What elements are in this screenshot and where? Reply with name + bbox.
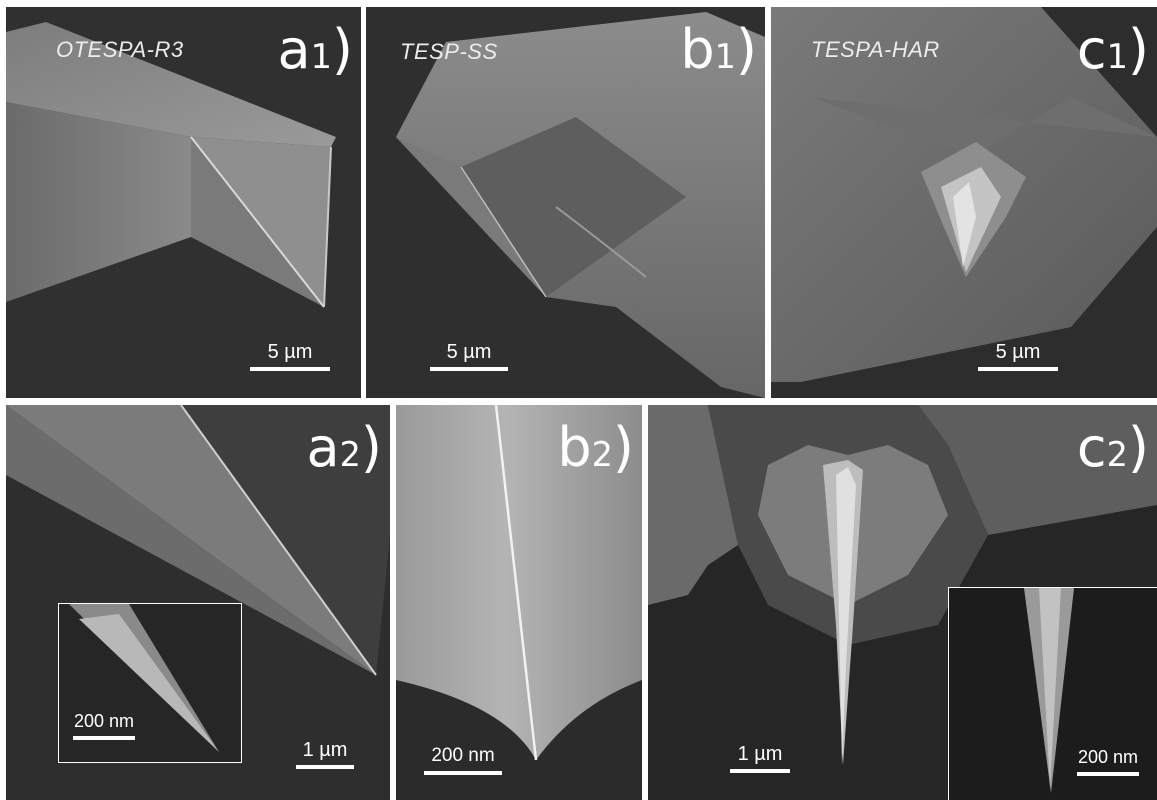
sem-image-b1: [366, 7, 765, 398]
panel-label-letter-c2: c: [1076, 416, 1107, 479]
tip-name-b1: TESP-SS: [400, 39, 498, 64]
panel-label-sub-b2: 2: [591, 435, 613, 474]
panel-label-sub-a1: 1: [310, 37, 332, 76]
panel-label-letter-a1: a: [277, 18, 311, 81]
panel-a1: OTESPA-R3 a1) 5 µm: [6, 7, 361, 398]
panel-label-b1: b1): [680, 18, 757, 81]
panel-b2: b2) 200 nm: [396, 405, 642, 800]
panel-label-c2: c2): [1076, 416, 1149, 479]
panel-label-letter-c1: c: [1076, 18, 1107, 81]
panel-label-b2: b2): [557, 416, 634, 479]
inset-c2: 200 nm: [948, 587, 1157, 800]
inset-a2: 200 nm: [58, 603, 242, 763]
scale-bar-a1: 5 µm: [250, 341, 330, 371]
scale-bar-label-a2: 1 µm: [302, 739, 348, 761]
inset-scale-bar-a2: 200 nm: [73, 710, 135, 740]
panel-label-sub-b1: 1: [714, 37, 736, 76]
scale-bar-line-b1: [430, 367, 508, 371]
scale-bar-b2: 200 nm: [424, 745, 502, 775]
scale-bar-label-b1: 5 µm: [446, 341, 492, 363]
inset-scale-bar-line-a2: [73, 736, 135, 740]
panel-c2: c2) 200 nm 1 µm: [648, 405, 1157, 800]
sem-image-c1: [771, 7, 1157, 398]
inset-scale-bar-line-c2: [1077, 772, 1139, 776]
panel-label-letter-b1: b: [680, 18, 715, 81]
inset-scale-bar-label-a2: 200 nm: [73, 711, 135, 731]
panel-label-sub-c2: 2: [1106, 435, 1128, 474]
panel-label-letter-b2: b: [557, 416, 592, 479]
scale-bar-line-c2: [730, 769, 790, 773]
tip-name-c1: TESPA-HAR: [811, 37, 940, 62]
panel-a2: a2) 200 nm 1 µm: [6, 405, 390, 800]
panel-label-c1: c1): [1076, 18, 1149, 81]
scale-bar-line-a2: [296, 765, 354, 769]
inset-scale-bar-label-c2: 200 nm: [1077, 747, 1139, 767]
inset-image-c2: [949, 588, 1157, 800]
scale-bar-line-a1: [250, 367, 330, 371]
panel-c1: TESPA-HAR c1) 5 µm: [771, 7, 1157, 398]
scale-bar-line-c1: [978, 367, 1058, 371]
scale-bar-line-b2: [424, 771, 502, 775]
panel-b1: TESP-SS b1) 5 µm: [366, 7, 765, 398]
tip-name-a1: OTESPA-R3: [56, 37, 184, 62]
panel-label-a1: a1): [277, 18, 353, 81]
inset-scale-bar-c2: 200 nm: [1077, 746, 1139, 776]
panel-label-sub-c1: 1: [1106, 37, 1128, 76]
inset-image-a2: [59, 604, 241, 762]
scale-bar-label-c2: 1 µm: [737, 743, 783, 765]
panel-label-letter-a2: a: [306, 416, 340, 479]
sem-image-a1: [6, 7, 361, 398]
panel-label-a2: a2): [306, 416, 382, 479]
scale-bar-label-c1: 5 µm: [995, 341, 1041, 363]
scale-bar-label-b2: 200 nm: [431, 745, 495, 766]
scale-bar-b1: 5 µm: [430, 341, 508, 371]
panel-label-sub-a2: 2: [339, 435, 361, 474]
scale-bar-c1: 5 µm: [978, 341, 1058, 371]
sem-image-b2: [396, 405, 642, 800]
scale-bar-c2: 1 µm: [730, 743, 790, 773]
scale-bar-a2: 1 µm: [296, 739, 354, 769]
scale-bar-label-a1: 5 µm: [267, 341, 313, 363]
